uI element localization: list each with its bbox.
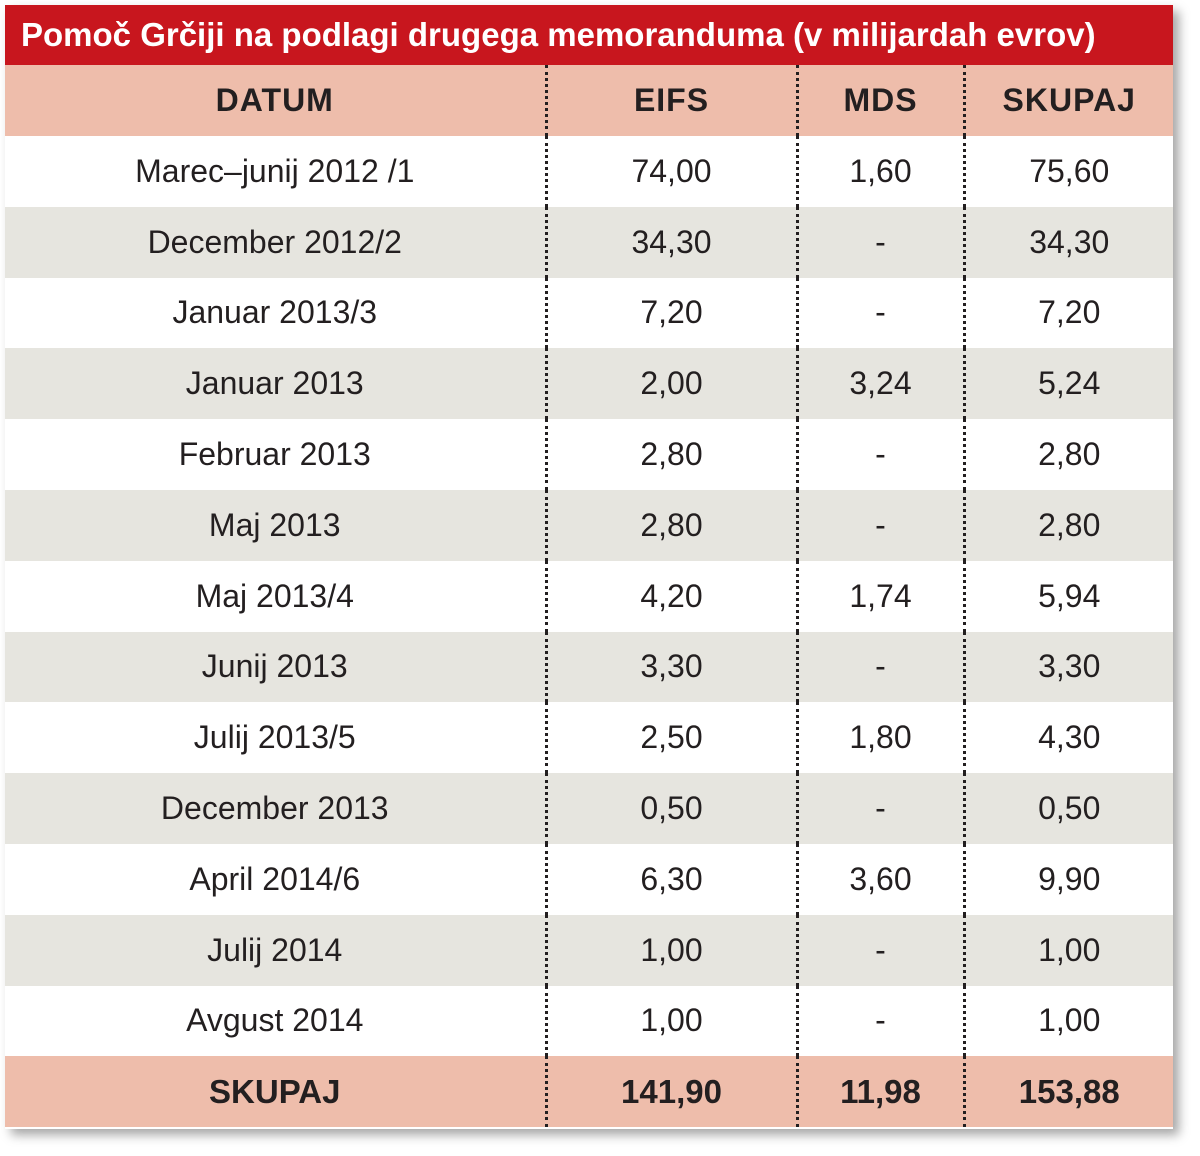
- cell-skupaj: 2,80: [962, 419, 1173, 490]
- cell-datum: Maj 2013/4: [5, 560, 546, 632]
- cell-eifs: 7,20: [544, 277, 797, 349]
- cell-skupaj: 2,80: [962, 489, 1173, 561]
- table-row: Maj 2013/4 4,20 1,74 5,94: [5, 560, 1173, 632]
- data-table: DATUM EIFS MDS SKUPAJ Marec–junij 2012 /…: [5, 65, 1173, 1128]
- cell-eifs: 1,00: [544, 914, 797, 986]
- cell-datum: Marec–junij 2012 /1: [5, 136, 546, 207]
- total-row: SKUPAJ 141,90 11,98 153,88: [5, 1056, 1173, 1128]
- cell-skupaj: 5,24: [962, 348, 1173, 420]
- total-eifs: 141,90: [544, 1056, 797, 1128]
- cell-eifs: 2,00: [544, 348, 797, 420]
- cell-eifs: 0,50: [544, 773, 797, 844]
- total-skupaj: 153,88: [962, 1056, 1173, 1128]
- table-row: December 2013 0,50-0,50: [5, 773, 1173, 844]
- cell-eifs: 4,20: [544, 560, 797, 632]
- cell-skupaj: 5,94: [962, 560, 1173, 632]
- column-header-skupaj: SKUPAJ: [962, 65, 1173, 136]
- cell-skupaj: 7,20: [962, 277, 1173, 349]
- cell-eifs: 74,00: [544, 136, 797, 207]
- cell-skupaj: 0,50: [962, 773, 1173, 844]
- cell-mds: 3,24: [795, 348, 964, 420]
- cell-datum: Avgust 2014: [5, 985, 546, 1057]
- cell-datum: Maj 2013: [5, 489, 546, 561]
- cell-datum: Februar 2013: [5, 419, 546, 490]
- table-row: Junij 2013 3,30-3,30: [5, 631, 1173, 703]
- cell-datum: April 2014/6: [5, 843, 546, 915]
- cell-mds: 3,60: [795, 843, 964, 915]
- cell-eifs: 2,50: [544, 702, 797, 774]
- cell-eifs: 2,80: [544, 419, 797, 490]
- table-row: Julij 2013/5 2,50 1,80 4,30: [5, 702, 1173, 774]
- column-header-datum: DATUM: [5, 65, 546, 136]
- cell-datum: Julij 2013/5: [5, 702, 546, 774]
- table-row: Marec–junij 2012 /1 74,00 1,60 75,60: [5, 136, 1173, 207]
- cell-mds: -: [795, 419, 964, 490]
- total-label: SKUPAJ: [5, 1056, 546, 1128]
- cell-eifs: 34,30: [544, 206, 797, 278]
- table-body: Marec–junij 2012 /1 74,00 1,60 75,60 Decembe…: [5, 136, 1173, 1057]
- cell-mds: 1,60: [795, 136, 964, 207]
- cell-mds: 1,80: [795, 702, 964, 774]
- total-mds: 11,98: [795, 1056, 964, 1128]
- table-row: Januar 2013/3 7,20-7,20: [5, 277, 1173, 349]
- cell-skupaj: 1,00: [962, 985, 1173, 1057]
- cell-mds: -: [795, 489, 964, 561]
- table-row: December 2012/2 34,30-34,30: [5, 206, 1173, 278]
- cell-datum: Januar 2013/3: [5, 277, 546, 349]
- cell-eifs: 6,30: [544, 843, 797, 915]
- cell-datum: December 2013: [5, 773, 546, 844]
- cell-eifs: 1,00: [544, 985, 797, 1057]
- cell-mds: -: [795, 277, 964, 349]
- cell-eifs: 2,80: [544, 489, 797, 561]
- cell-datum: December 2012/2: [5, 206, 546, 278]
- cell-datum: Junij 2013: [5, 631, 546, 703]
- cell-mds: 1,74: [795, 560, 964, 632]
- cell-skupaj: 4,30: [962, 702, 1173, 774]
- cell-datum: Januar 2013: [5, 348, 546, 420]
- table-row: Julij 2014 1,00-1,00: [5, 914, 1173, 986]
- cell-skupaj: 34,30: [962, 206, 1173, 278]
- cell-skupaj: 9,90: [962, 843, 1173, 915]
- cell-mds: -: [795, 985, 964, 1057]
- cell-skupaj: 3,30: [962, 631, 1173, 703]
- cell-mds: -: [795, 914, 964, 986]
- table-row: Avgust 2014 1,00-1,00: [5, 985, 1173, 1057]
- column-header-eifs: EIFS: [544, 65, 797, 136]
- cell-skupaj: 75,60: [962, 136, 1173, 207]
- cell-mds: -: [795, 206, 964, 278]
- cell-mds: -: [795, 631, 964, 703]
- cell-datum: Julij 2014: [5, 914, 546, 986]
- table-row: Februar 2013 2,80-2,80: [5, 419, 1173, 490]
- table-title: Pomoč Grčiji na podlagi drugega memorand…: [5, 5, 1173, 65]
- column-header-mds: MDS: [795, 65, 964, 136]
- table-row: Januar 2013 2,00 3,24 5,24: [5, 348, 1173, 420]
- header-row: DATUM EIFS MDS SKUPAJ: [5, 65, 1173, 136]
- table-row: Maj 2013 2,80-2,80: [5, 489, 1173, 561]
- table-card: Pomoč Grčiji na podlagi drugega memorand…: [5, 5, 1173, 1129]
- cell-eifs: 3,30: [544, 631, 797, 703]
- table-row: April 2014/6 6,30 3,60 9,90: [5, 843, 1173, 915]
- cell-mds: -: [795, 773, 964, 844]
- cell-skupaj: 1,00: [962, 914, 1173, 986]
